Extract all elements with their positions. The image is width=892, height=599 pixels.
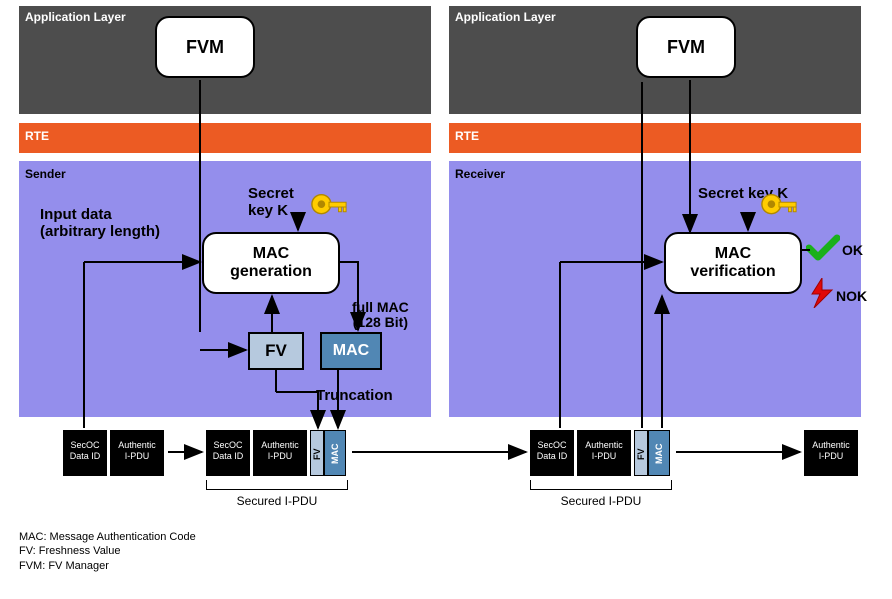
fv-strip: FV	[634, 430, 648, 476]
fv-box: FV	[248, 332, 304, 370]
mac-strip: MAC	[648, 430, 670, 476]
fvm-box-receiver: FVM	[636, 16, 736, 78]
sender-label: Sender	[25, 167, 66, 181]
secured-frame-receiver: SecOC Data IDAuthentic I-PDUFVMAC	[530, 430, 670, 476]
sender-rte-layer: RTE	[19, 123, 431, 153]
secured-frame-sender: SecOC Data IDAuthentic I-PDUFVMAC	[206, 430, 346, 476]
receiver-main-layer: Receiver	[449, 161, 861, 417]
nok-label: NOK	[836, 288, 867, 304]
secured-bracket	[206, 480, 348, 490]
rte-label: RTE	[25, 129, 49, 143]
secoc-block: SecOC Data ID	[206, 430, 250, 476]
input-frame: SecOC Data IDAuthentic I-PDU	[63, 430, 164, 476]
rte-label: RTE	[455, 129, 479, 143]
legend-line: FV: Freshness Value	[19, 544, 196, 558]
secret-key-label-sender: Secret key K	[248, 186, 294, 219]
secoc-block: SecOC Data ID	[530, 430, 574, 476]
key-icon	[310, 192, 348, 222]
secured-label: Secured I-PDU	[206, 494, 348, 508]
app-layer-label: Application Layer	[25, 10, 126, 24]
secured-bracket	[530, 480, 672, 490]
checkmark-icon	[806, 234, 840, 262]
secoc-block: SecOC Data ID	[63, 430, 107, 476]
authentic-block: Authentic I-PDU	[110, 430, 164, 476]
secured-label: Secured I-PDU	[530, 494, 672, 508]
ok-label: OK	[842, 242, 863, 258]
mac-mid-box: MAC	[320, 332, 382, 370]
authentic-block: Authentic I-PDU	[253, 430, 307, 476]
app-layer-label: Application Layer	[455, 10, 556, 24]
mac-verification-box: MAC verification	[664, 232, 802, 294]
fv-strip: FV	[310, 430, 324, 476]
fvm-box-sender: FVM	[155, 16, 255, 78]
mac-gen-label: MAC generation	[230, 245, 312, 280]
output-frame: Authentic I-PDU	[804, 430, 858, 476]
mac-strip: MAC	[324, 430, 346, 476]
truncation-label: Truncation	[316, 387, 393, 404]
receiver-label: Receiver	[455, 167, 505, 181]
key-icon	[760, 192, 798, 222]
mac-generation-box: MAC generation	[202, 232, 340, 294]
legend: MAC: Message Authentication Code FV: Fre…	[19, 530, 196, 573]
legend-line: MAC: Message Authentication Code	[19, 530, 196, 544]
full-mac-label: full MAC (128 Bit)	[352, 300, 409, 331]
mac-ver-label: MAC verification	[690, 245, 775, 280]
receiver-rte-layer: RTE	[449, 123, 861, 153]
authentic-block: Authentic I-PDU	[577, 430, 631, 476]
input-data-label: Input data (arbitrary length)	[40, 206, 160, 240]
lightning-icon	[808, 278, 836, 308]
legend-line: FVM: FV Manager	[19, 559, 196, 573]
authentic-block: Authentic I-PDU	[804, 430, 858, 476]
